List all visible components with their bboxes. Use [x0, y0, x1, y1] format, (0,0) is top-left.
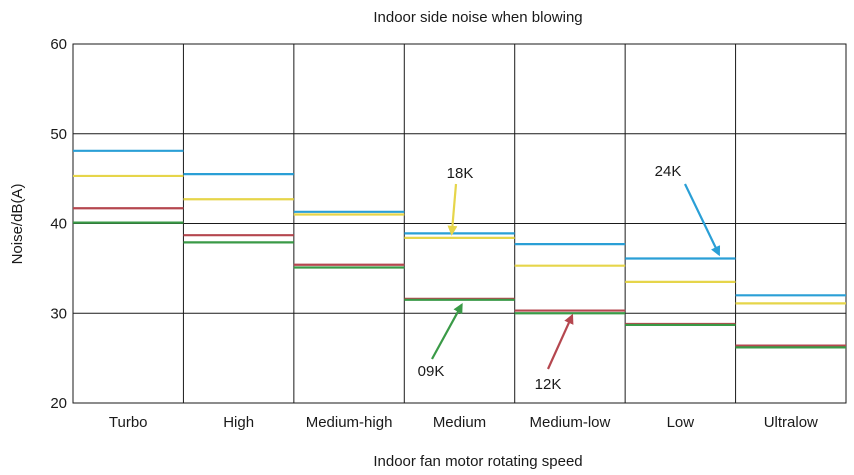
annotations: 18K 24K 09K 12K — [418, 163, 721, 393]
y-tick-label: 50 — [50, 126, 67, 143]
x-tick-label: High — [223, 414, 254, 431]
annotation-arrow — [546, 313, 574, 370]
y-tick-label: 30 — [50, 305, 67, 322]
x-tick-label: Medium-low — [529, 414, 610, 431]
x-tick-label: Medium-high — [306, 414, 393, 431]
annotation-label: 18K — [447, 165, 474, 182]
y-axis-label: Noise/dB(A) — [9, 184, 26, 265]
series-09K — [73, 221, 846, 349]
series-lines — [73, 149, 846, 349]
x-tick-label: Medium — [433, 414, 486, 431]
x-axis-label: Indoor fan motor rotating speed — [373, 453, 582, 470]
annotation-arrow — [684, 183, 721, 257]
annotation-label: 24K — [655, 163, 682, 180]
annotation-label: 12K — [535, 376, 562, 393]
chart-title: Indoor side noise when blowing — [373, 9, 582, 26]
annotation-label: 09K — [418, 363, 445, 380]
x-tick-label: Ultralow — [764, 414, 818, 431]
x-tick-label: Low — [667, 414, 695, 431]
annotation-arrow — [447, 183, 458, 236]
y-tick-label: 20 — [50, 395, 67, 412]
x-tick-label: Turbo — [109, 414, 148, 431]
series-24K — [73, 149, 846, 297]
grid — [72, 43, 847, 404]
annotation-arrow — [431, 303, 463, 360]
series-18K — [73, 174, 846, 305]
y-tick-label: 40 — [50, 216, 67, 233]
y-tick-label: 60 — [50, 36, 67, 53]
tick-labels: 20 30 40 50 60 Turbo High Medium-high Medium Medi… — [50, 36, 818, 431]
